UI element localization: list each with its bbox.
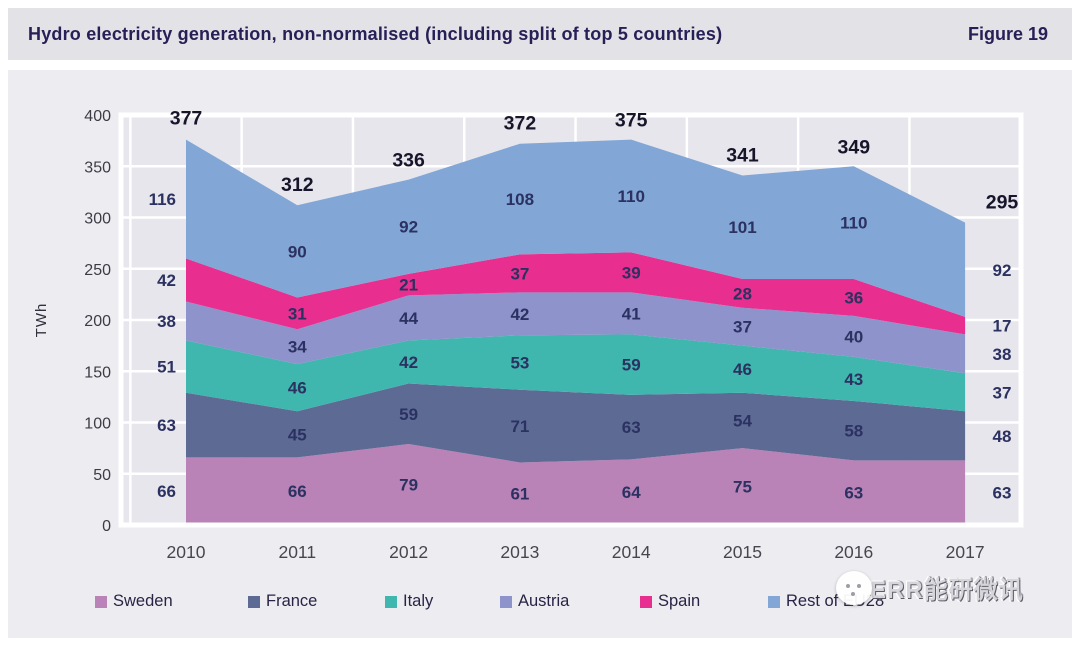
svg-text:295: 295 xyxy=(986,192,1019,214)
svg-text:41: 41 xyxy=(622,304,641,323)
svg-text:63: 63 xyxy=(844,484,863,503)
svg-text:71: 71 xyxy=(510,417,529,436)
svg-text:341: 341 xyxy=(726,144,759,166)
watermark-text: ERR能研微讯 xyxy=(870,577,1024,604)
value-labels: 66 66 79 61 64 75 63 63 63 45 59 71 63 54 58 48 51 46 42 53… xyxy=(149,187,1012,504)
svg-text:59: 59 xyxy=(622,356,641,375)
svg-text:2014: 2014 xyxy=(612,542,651,562)
svg-text:2015: 2015 xyxy=(723,542,762,562)
y-axis-ticks: 0 50 100 150 200 250 300 350 400 xyxy=(84,108,111,535)
area-series-austria xyxy=(186,292,966,374)
svg-text:37: 37 xyxy=(733,318,752,337)
svg-text:59: 59 xyxy=(399,405,418,424)
svg-text:39: 39 xyxy=(622,263,641,282)
svg-text:75: 75 xyxy=(733,478,752,497)
area-series-italy xyxy=(186,334,966,412)
area-series-spain xyxy=(186,252,966,335)
wechat-logo-icon xyxy=(836,570,872,605)
total-labels: 377 312 336 372 375 341 349 295 xyxy=(170,108,1019,214)
svg-text:300: 300 xyxy=(84,211,111,228)
svg-text:58: 58 xyxy=(844,422,863,441)
svg-text:375: 375 xyxy=(615,110,648,132)
svg-text:37: 37 xyxy=(510,264,529,283)
svg-text:2012: 2012 xyxy=(389,542,428,562)
svg-text:349: 349 xyxy=(838,136,871,158)
svg-text:37: 37 xyxy=(993,383,1012,402)
svg-text:17: 17 xyxy=(993,317,1012,336)
figure-number-label: Figure 19 xyxy=(967,23,1048,44)
svg-text:101: 101 xyxy=(728,218,756,237)
svg-text:38: 38 xyxy=(993,345,1012,364)
svg-text:116: 116 xyxy=(149,190,176,209)
svg-text:64: 64 xyxy=(622,483,641,502)
svg-text:108: 108 xyxy=(506,190,534,209)
watermark: ERR能研微讯 xyxy=(836,570,1024,605)
figure-header-bar: Hydro electricity generation, non-normal… xyxy=(8,8,1072,60)
svg-text:44: 44 xyxy=(399,309,418,328)
svg-text:48: 48 xyxy=(993,427,1012,446)
svg-text:2011: 2011 xyxy=(278,542,316,562)
svg-text:34: 34 xyxy=(288,338,307,357)
svg-text:46: 46 xyxy=(733,360,752,379)
svg-text:336: 336 xyxy=(392,150,425,172)
svg-text:40: 40 xyxy=(844,327,863,346)
svg-text:54: 54 xyxy=(733,411,752,430)
svg-text:31: 31 xyxy=(288,304,307,323)
svg-text:42: 42 xyxy=(399,353,418,372)
svg-text:250: 250 xyxy=(84,262,111,279)
svg-text:63: 63 xyxy=(157,416,176,435)
svg-text:38: 38 xyxy=(157,312,176,331)
svg-text:372: 372 xyxy=(504,113,537,135)
area-series-sweden xyxy=(186,444,966,525)
svg-text:66: 66 xyxy=(288,482,307,501)
svg-text:2010: 2010 xyxy=(167,542,206,562)
page-title: Hydro electricity generation, non-normal… xyxy=(28,23,723,44)
svg-text:45: 45 xyxy=(288,425,307,444)
svg-text:110: 110 xyxy=(840,214,867,233)
plot-border xyxy=(118,112,1024,528)
svg-text:92: 92 xyxy=(399,218,418,237)
svg-text:42: 42 xyxy=(510,305,529,324)
svg-text:36: 36 xyxy=(844,288,863,307)
svg-text:100: 100 xyxy=(84,416,111,433)
svg-text:2016: 2016 xyxy=(834,542,873,562)
y-axis-title: TWh xyxy=(33,303,50,338)
svg-text:46: 46 xyxy=(288,379,307,398)
svg-text:200: 200 xyxy=(84,313,111,330)
svg-text:377: 377 xyxy=(170,108,203,130)
svg-text:43: 43 xyxy=(844,370,863,389)
svg-text:63: 63 xyxy=(993,484,1012,503)
svg-text:2013: 2013 xyxy=(500,542,539,562)
svg-text:63: 63 xyxy=(622,418,641,437)
svg-text:28: 28 xyxy=(733,284,752,303)
area-series-rest-of-eu28 xyxy=(186,139,966,317)
svg-text:150: 150 xyxy=(84,364,111,381)
svg-text:79: 79 xyxy=(399,476,418,495)
area-series-group xyxy=(186,139,966,525)
svg-text:66: 66 xyxy=(157,482,176,501)
svg-text:110: 110 xyxy=(617,187,644,206)
svg-text:42: 42 xyxy=(157,271,176,290)
area-series-france xyxy=(186,383,966,463)
x-axis-labels: 2010 2011 2012 2013 2014 2015 2016 2017 xyxy=(167,542,985,562)
svg-text:21: 21 xyxy=(399,276,418,295)
svg-text:50: 50 xyxy=(93,467,111,484)
svg-text:53: 53 xyxy=(510,354,529,373)
svg-text:350: 350 xyxy=(84,159,111,176)
svg-text:2017: 2017 xyxy=(946,542,985,562)
svg-text:61: 61 xyxy=(510,485,529,504)
svg-text:51: 51 xyxy=(157,358,176,377)
svg-text:312: 312 xyxy=(281,174,314,196)
svg-text:400: 400 xyxy=(84,108,111,125)
svg-text:0: 0 xyxy=(102,518,111,535)
svg-text:92: 92 xyxy=(993,261,1012,280)
svg-text:90: 90 xyxy=(288,242,307,261)
